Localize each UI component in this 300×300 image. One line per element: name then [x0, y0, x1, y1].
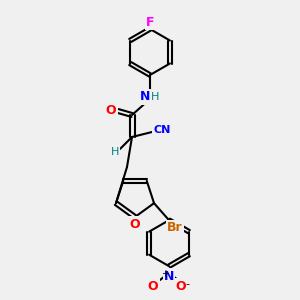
Text: CN: CN: [153, 125, 171, 135]
Text: +: +: [161, 269, 169, 279]
Text: O: O: [148, 280, 158, 293]
Text: H: H: [111, 147, 119, 157]
Text: N: N: [140, 91, 150, 103]
Text: F: F: [146, 16, 154, 28]
Text: O: O: [106, 104, 116, 118]
Text: H: H: [151, 92, 159, 102]
Text: O: O: [176, 280, 186, 293]
Text: Br: Br: [167, 221, 183, 234]
Text: O: O: [130, 218, 140, 230]
Text: N: N: [164, 270, 174, 283]
Text: -: -: [185, 279, 189, 289]
